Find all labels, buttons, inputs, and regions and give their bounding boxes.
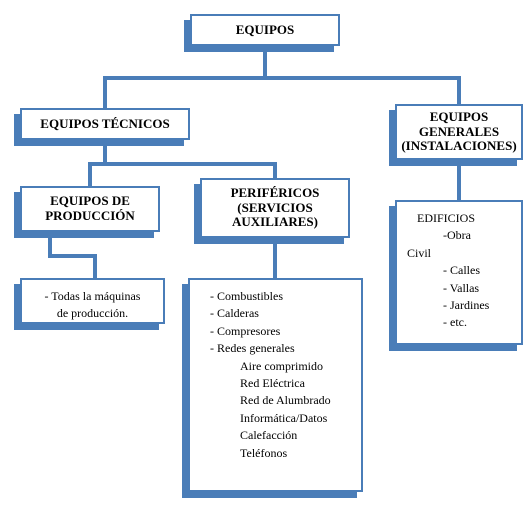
node-label-line: EQUIPOS DE [50,194,130,209]
leaf-edificios-items: EDIFICIOS -ObraCivil - Calles - Vallas -… [395,200,523,345]
leaf-text-line: - Redes generales [200,340,351,357]
leaf-text-line: Informática/Datos [200,410,351,427]
node-perifericos: PERIFÉRICOS(SERVICIOSAUXILIARES) [200,178,350,238]
leaf-produccion-items: - Todas la máquinasde producción. [20,278,165,324]
leaf-text-line: Aire comprimido [200,358,351,375]
leaf-text-line: Civil [407,245,511,262]
node-label-line: PRODUCCIÓN [45,209,135,224]
leaf-text-line: - Todas la máquinas [32,288,153,305]
node-equipos-generales: EQUIPOSGENERALES(INSTALACIONES) [395,104,523,160]
leaf-perifericos-items: - Combustibles- Calderas- Compresores- R… [188,278,363,492]
node-label-line: EQUIPOS TÉCNICOS [40,117,169,132]
leaf-text-line: - Vallas [407,280,511,297]
leaf-text-line: Red Eléctrica [200,375,351,392]
node-equipos-tecnicos: EQUIPOS TÉCNICOS [20,108,190,140]
node-label-line: EQUIPOS [430,110,489,125]
leaf-text-line: - Compresores [200,323,351,340]
leaf-text-line: - etc. [407,314,511,331]
node-equipos-produccion: EQUIPOS DEPRODUCCIÓN [20,186,160,232]
leaf-text-line: - Calles [407,262,511,279]
node-label-line: EQUIPOS [236,23,295,38]
node-label-line: GENERALES [419,125,499,140]
leaf-text-line: Red de Alumbrado [200,392,351,409]
leaf-text-line: - Calderas [200,305,351,322]
leaf-text-line: de producción. [32,305,153,322]
leaf-text-line: EDIFICIOS [407,210,511,227]
node-label-line: (INSTALACIONES) [401,139,516,154]
leaf-text-line: - Jardines [407,297,511,314]
leaf-text-line: Calefacción [200,427,351,444]
leaf-text-line: - Combustibles [200,288,351,305]
leaf-text-line: -Obra [407,227,511,244]
node-label-line: AUXILIARES) [232,215,318,230]
node-label-line: (SERVICIOS [237,201,312,216]
node-label-line: PERIFÉRICOS [231,186,320,201]
node-equipos-root: EQUIPOS [190,14,340,46]
leaf-text-line: Teléfonos [200,445,351,462]
